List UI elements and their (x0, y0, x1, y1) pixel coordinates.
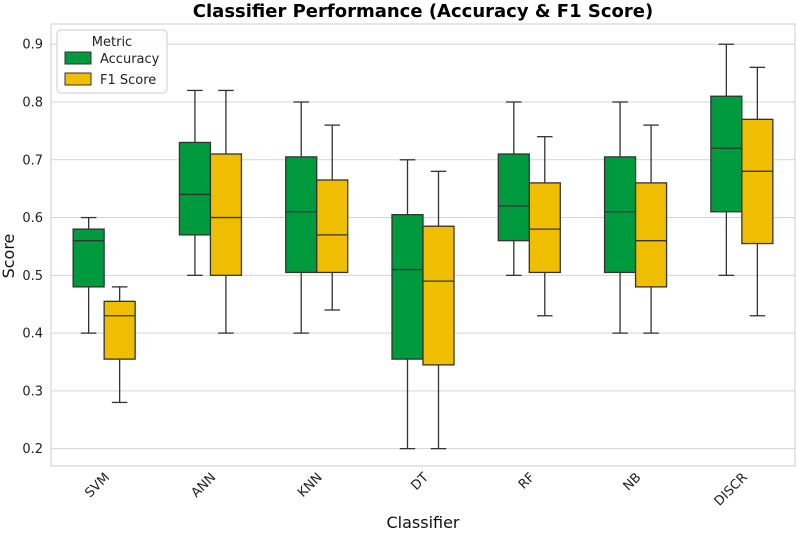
box-f1-score-ann (209, 89, 243, 334)
plot-frame (50, 23, 796, 467)
y-axis-label: Score (0, 234, 18, 279)
legend-title: Metric (92, 35, 132, 50)
legend: Metric Accuracy F1 Score (56, 29, 168, 94)
box-f1-score-rf (528, 136, 561, 317)
y-tick-label: 0.9 (22, 38, 43, 53)
legend-label-f1-score: F1 Score (100, 73, 156, 88)
y-tick-label: 0.3 (22, 384, 43, 399)
x-tick-label: NB (621, 470, 645, 494)
iqr-box (603, 156, 637, 274)
box-f1-score-discr (741, 66, 774, 317)
y-tick-label: 0.2 (22, 442, 43, 457)
box-f1-score-dt (422, 170, 455, 450)
box-accuracy-discr (710, 43, 743, 276)
iqr-box (710, 95, 743, 213)
box-accuracy-rf (497, 101, 530, 276)
y-tick-label: 0.4 (22, 327, 43, 342)
box-accuracy-dt (391, 159, 424, 450)
y-tick-label: 0.8 (22, 96, 43, 111)
y-tick-label: 0.5 (22, 269, 43, 284)
iqr-box (741, 118, 774, 245)
iqr-box (497, 153, 530, 242)
x-tick-labels: SVM ANN KNN DT RF NB DISCR (82, 470, 750, 509)
y-tick-label: 0.7 (22, 153, 43, 168)
legend-label-accuracy: Accuracy (100, 52, 160, 67)
boxes-layer (72, 43, 774, 450)
iqr-box (391, 214, 424, 360)
box-f1-score-knn (316, 124, 349, 311)
y-tick-label: 0.6 (22, 211, 43, 226)
iqr-box (285, 156, 318, 274)
x-tick-label: DISCR (712, 470, 751, 509)
box-accuracy-ann (178, 89, 212, 276)
y-tick-labels: 0.2 0.3 0.4 0.5 0.6 0.7 0.8 0.9 (22, 38, 43, 457)
iqr-box (209, 153, 243, 276)
iqr-box (634, 182, 668, 288)
iqr-box (316, 179, 349, 274)
x-tick-label: ANN (189, 470, 220, 501)
chart-title: Classifier Performance (Accuracy & F1 Sc… (193, 1, 653, 22)
iqr-box (103, 300, 136, 360)
box-accuracy-svm (72, 216, 105, 334)
x-tick-label: RF (516, 470, 538, 492)
box-accuracy-knn (285, 101, 318, 334)
legend-swatch-f1-score (64, 72, 92, 86)
iqr-box (422, 225, 455, 366)
box-f1-score-nb (634, 124, 668, 334)
box-f1-score-svm (103, 286, 136, 404)
iqr-box (528, 182, 561, 274)
legend-swatch-accuracy (64, 51, 92, 65)
x-tick-label: KNN (295, 470, 325, 500)
x-tick-label: SVM (82, 470, 113, 501)
iqr-box (72, 228, 105, 288)
x-tick-label: DT (409, 470, 432, 493)
x-axis-label: Classifier (386, 513, 459, 532)
iqr-box (178, 141, 212, 236)
box-accuracy-nb (603, 101, 637, 334)
